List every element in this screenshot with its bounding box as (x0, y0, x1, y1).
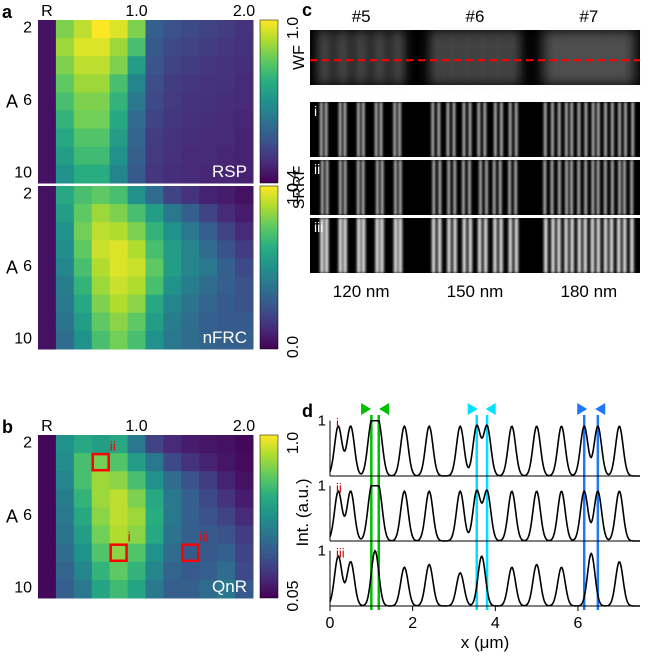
svg-text:ii: ii (336, 480, 342, 495)
svg-text:0: 0 (326, 615, 335, 632)
svg-text:a: a (2, 2, 13, 22)
svg-text:6: 6 (23, 258, 32, 275)
heatmap-RSP: RSP2610AR1.02.01.00.4 (6, 3, 302, 192)
svg-text:QnR: QnR (212, 577, 247, 596)
svg-text:ii: ii (110, 438, 116, 454)
svg-text:iii: iii (314, 219, 323, 235)
svg-text:10: 10 (14, 580, 32, 597)
svg-text:iii: iii (199, 529, 208, 545)
svg-text:iii: iii (336, 545, 345, 560)
svg-text:#7: #7 (579, 7, 598, 26)
svg-text:b: b (2, 417, 13, 437)
svg-text:1: 1 (318, 542, 326, 559)
svg-text:2.0: 2.0 (233, 3, 255, 20)
svg-text:10: 10 (14, 165, 32, 182)
svg-text:2.0: 2.0 (233, 418, 255, 435)
svg-text:i: i (336, 415, 339, 430)
panel-c: c#5#6#7WFiiiiiiSRRF120 nm150 nm180 nm (291, 0, 640, 301)
svg-text:A: A (6, 258, 18, 278)
svg-text:180 nm: 180 nm (560, 282, 617, 301)
svg-text:nFRC: nFRC (203, 328, 247, 347)
svg-text:A: A (6, 92, 18, 112)
svg-text:1: 1 (318, 412, 326, 429)
svg-text:10: 10 (14, 331, 32, 348)
svg-text:RSP: RSP (212, 162, 247, 181)
svg-text:d: d (302, 401, 313, 421)
svg-text:ii: ii (314, 161, 320, 177)
svg-text:2: 2 (23, 435, 32, 452)
svg-text:R: R (41, 3, 53, 20)
svg-text:0.0: 0.0 (285, 336, 302, 358)
svg-text:1.0: 1.0 (125, 3, 147, 20)
svg-text:x (μm): x (μm) (461, 633, 510, 652)
svg-text:2: 2 (23, 20, 32, 37)
svg-text:i: i (128, 529, 131, 545)
svg-text:6: 6 (23, 92, 32, 109)
svg-text:0.05: 0.05 (285, 580, 302, 611)
svg-text:2: 2 (408, 615, 417, 632)
heatmap-nFRC: nFRC2610A1.00.0 (6, 183, 302, 358)
heatmap-QnR: QnR2610AR1.02.01.00.05iiiiii (6, 418, 302, 612)
svg-text:A: A (6, 507, 18, 527)
svg-text:4: 4 (491, 615, 500, 632)
svg-text:WF: WF (291, 45, 308, 70)
svg-text:150 nm: 150 nm (447, 282, 504, 301)
svg-text:1.0: 1.0 (285, 17, 302, 39)
svg-text:1: 1 (318, 477, 326, 494)
svg-text:#5: #5 (352, 7, 371, 26)
svg-text:6: 6 (23, 507, 32, 524)
svg-text:Int. (a.u.): Int. (a.u.) (293, 478, 312, 546)
svg-text:120 nm: 120 nm (333, 282, 390, 301)
svg-text:#6: #6 (466, 7, 485, 26)
svg-text:SRRF: SRRF (291, 166, 308, 210)
svg-text:1.0: 1.0 (285, 432, 302, 454)
svg-text:2: 2 (23, 186, 32, 203)
svg-text:1.0: 1.0 (125, 418, 147, 435)
panel-d: d1i1ii1iii0246x (μm)Int. (a.u.) (293, 401, 640, 652)
svg-text:R: R (41, 418, 53, 435)
svg-text:i: i (314, 103, 317, 119)
svg-text:6: 6 (574, 615, 583, 632)
svg-text:c: c (302, 0, 312, 20)
